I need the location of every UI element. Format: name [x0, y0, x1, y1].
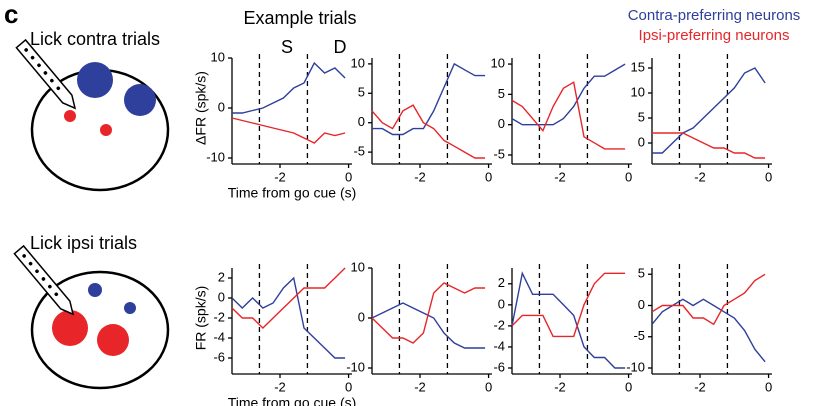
- y-tick-label: -6: [213, 349, 225, 364]
- x-tick-label: 0: [485, 379, 492, 394]
- y-tick-label: -10: [346, 359, 365, 374]
- trace: [651, 273, 766, 326]
- y-tick-label: 10: [491, 55, 505, 70]
- y-tick-label: 0: [498, 116, 505, 131]
- trace: [511, 81, 626, 150]
- x-tick-label: 0: [485, 169, 492, 184]
- trace: [511, 271, 626, 369]
- x-tick-label: 0: [625, 169, 632, 184]
- y-tick-label: 10: [631, 84, 645, 99]
- y-tick-label: 5: [358, 85, 365, 100]
- x-tick-label: 0: [345, 379, 352, 394]
- y-tick-label: 0: [218, 289, 225, 304]
- header: Example trials: [243, 8, 356, 28]
- y-tick-label: 10: [351, 55, 365, 70]
- y-tick-label: -5: [633, 328, 645, 343]
- y-tick-label: -2: [493, 317, 505, 332]
- x-tick-label: 0: [765, 169, 772, 184]
- x-tick-label: -2: [694, 169, 706, 184]
- panel-label: c: [4, 0, 18, 29]
- y-axis-label: FR (spk/s): [193, 286, 209, 351]
- schematic: [13, 244, 170, 390]
- epoch-label: S: [281, 37, 293, 57]
- y-tick-label: -5: [493, 146, 505, 161]
- trace: [231, 267, 346, 329]
- x-axis-label: Time from go cue (s): [228, 395, 357, 406]
- trace: [652, 67, 766, 154]
- y-tick-label: -10: [626, 359, 645, 374]
- y-tick-label: 0: [638, 297, 645, 312]
- legend-entry: Contra-preferring neurons: [628, 7, 801, 24]
- y-tick-label: -2: [213, 309, 225, 324]
- epoch-label: D: [334, 37, 347, 57]
- y-tick-label: -6: [493, 359, 505, 374]
- y-tick-label: -4: [493, 338, 505, 353]
- y-tick-label: 5: [498, 86, 505, 101]
- y-tick-label: 0: [218, 99, 225, 114]
- trace: [232, 61, 346, 114]
- y-tick-label: 2: [498, 275, 505, 290]
- trace: [371, 302, 486, 349]
- trace: [231, 276, 346, 359]
- y-tick-label: 0: [358, 114, 365, 129]
- y-tick-label: 10: [351, 259, 365, 274]
- y-tick-label: -5: [353, 144, 365, 159]
- x-tick-label: -2: [554, 379, 566, 394]
- trace: [231, 117, 346, 144]
- schematic: [15, 38, 170, 192]
- trace: [371, 104, 486, 159]
- x-tick-label: -2: [554, 169, 566, 184]
- y-tick-label: 0: [358, 309, 365, 324]
- trace: [371, 282, 486, 344]
- x-tick-label: 0: [345, 169, 352, 184]
- y-tick-label: -4: [213, 329, 225, 344]
- y-tick-label: 2: [218, 269, 225, 284]
- row-label: Lick contra trials: [30, 29, 160, 49]
- x-tick-label: -2: [274, 169, 286, 184]
- trace: [651, 298, 766, 363]
- y-tick-label: -10: [206, 149, 225, 164]
- y-tick-label: 15: [631, 59, 645, 74]
- x-tick-label: -2: [414, 379, 426, 394]
- x-tick-label: -2: [414, 169, 426, 184]
- x-tick-label: -2: [274, 379, 286, 394]
- trace: [511, 272, 626, 338]
- x-tick-label: -2: [694, 379, 706, 394]
- row-label: Lick ipsi trials: [30, 233, 137, 253]
- x-tick-label: 0: [625, 379, 632, 394]
- x-tick-label: 0: [765, 379, 772, 394]
- trace: [652, 132, 766, 159]
- x-axis-label: Time from go cue (s): [228, 185, 357, 201]
- y-tick-label: 0: [498, 296, 505, 311]
- trace: [511, 63, 626, 126]
- legend-entry: Ipsi-preferring neurons: [639, 27, 790, 44]
- y-axis-label: ΔFR (spk/s): [193, 71, 209, 145]
- y-tick-label: 0: [638, 134, 645, 149]
- trace: [372, 62, 486, 136]
- y-tick-label: 5: [638, 266, 645, 281]
- y-tick-label: 5: [638, 109, 645, 124]
- y-tick-label: 10: [211, 49, 225, 64]
